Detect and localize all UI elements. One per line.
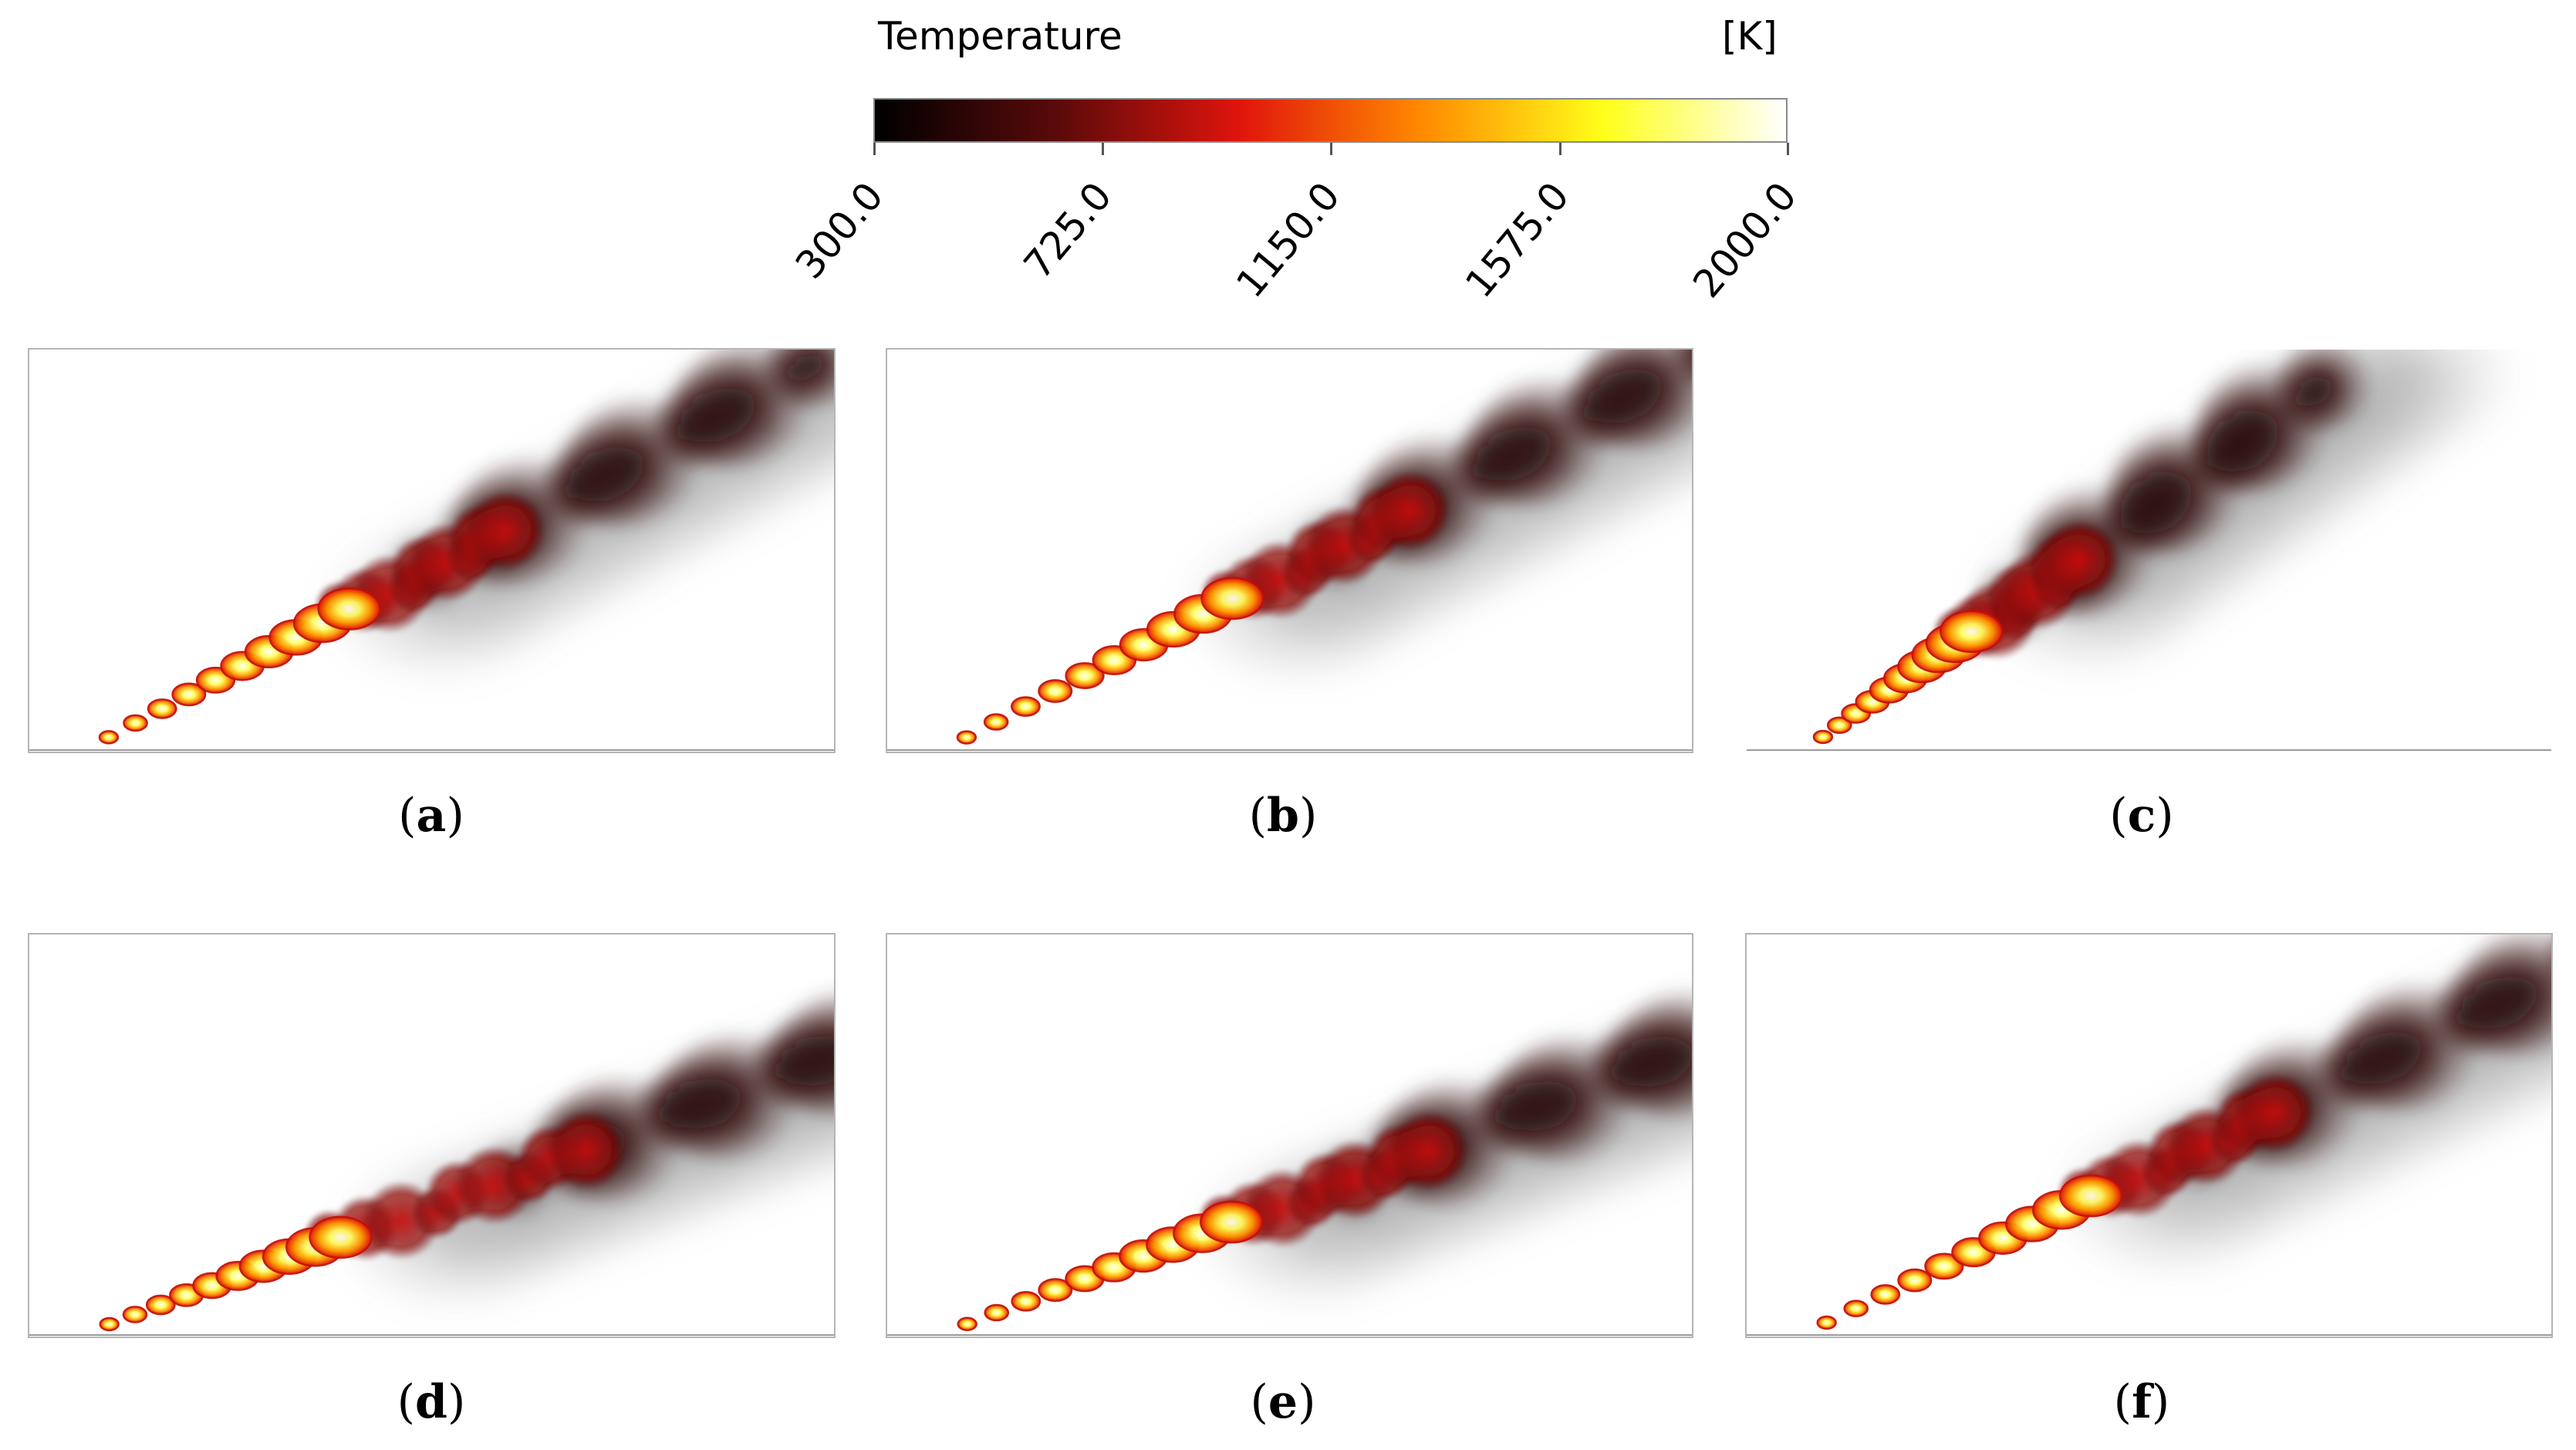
colorbar-tick [1330,143,1332,155]
colorbar-tick [1787,143,1789,155]
colorbar-tick-label: 1150.0 [1227,174,1349,306]
colorbar-tick-label: 300.0 [786,174,893,288]
colorbar-tick [1559,143,1561,155]
caption-d: (d) [397,1375,466,1429]
colorbar-tick-label: 2000.0 [1684,174,1806,306]
colorbar-tick [873,143,876,155]
panel-c [1745,348,2553,753]
plume-e [887,985,1692,1337]
panel-e [886,933,1693,1338]
caption-a: (a) [398,789,464,843]
plume-b [887,350,1692,752]
caption-c: (c) [2109,789,2174,843]
colorbar-unit: [K] [1722,14,1778,59]
panel-a [28,348,836,753]
caption-e: (e) [1250,1375,1316,1429]
plume-a [29,350,834,752]
panel-d [28,933,836,1338]
colorbar-tick-label: 1575.0 [1457,174,1578,306]
plume-c [1747,350,2551,752]
plume-f [1747,935,2551,1337]
colorbar-tick-label: 725.0 [1015,174,1121,288]
colorbar-title: Temperature [878,14,1123,59]
panel-f [1745,933,2553,1338]
caption-f: (f) [2113,1375,2170,1429]
caption-b: (b) [1248,789,1318,843]
plume-d [29,985,834,1337]
colorbar-gradient [873,98,1788,143]
panel-b [886,348,1693,753]
temperature-colorbar: Temperature [K] 300.0 725.0 1150.0 1575.… [0,0,2576,309]
colorbar-tick [1102,143,1104,155]
